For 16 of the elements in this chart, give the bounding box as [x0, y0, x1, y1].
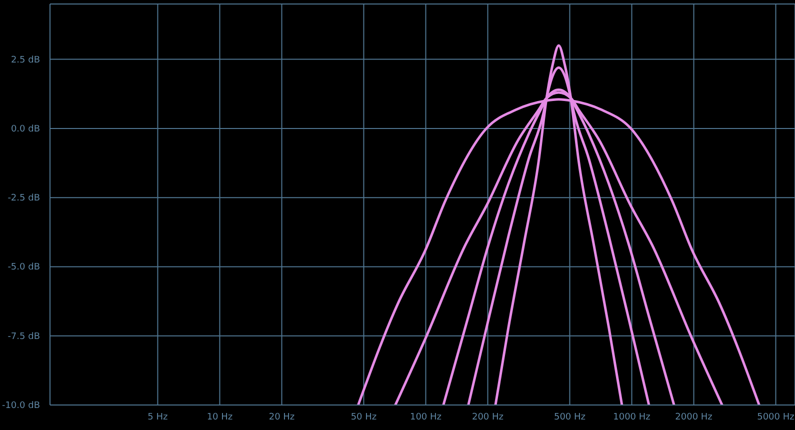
- y-tick-label: 0.0 dB: [10, 124, 40, 134]
- x-tick-label: 10 Hz: [206, 412, 233, 422]
- x-tick-label: 200 Hz: [472, 412, 504, 422]
- x-tick-label: 5000 Hz: [757, 412, 795, 422]
- y-tick-label: -10.0 dB: [2, 401, 40, 411]
- y-tick-label: -5.0 dB: [8, 262, 40, 273]
- x-tick-label: 20 Hz: [268, 412, 295, 422]
- y-tick-label: -2.5 dB: [8, 194, 40, 204]
- x-tick-label: 1000 Hz: [613, 412, 651, 422]
- y-tick-label: -7.5 dB: [8, 332, 40, 342]
- x-tick-label: 500 Hz: [554, 412, 586, 422]
- x-tick-label: 100 Hz: [410, 412, 442, 422]
- y-tick-label: 2.5 dB: [10, 55, 40, 66]
- x-tick-label: 5 Hz: [148, 412, 168, 422]
- x-tick-label: 50 Hz: [350, 412, 377, 422]
- x-tick-label: 2000 Hz: [675, 412, 713, 422]
